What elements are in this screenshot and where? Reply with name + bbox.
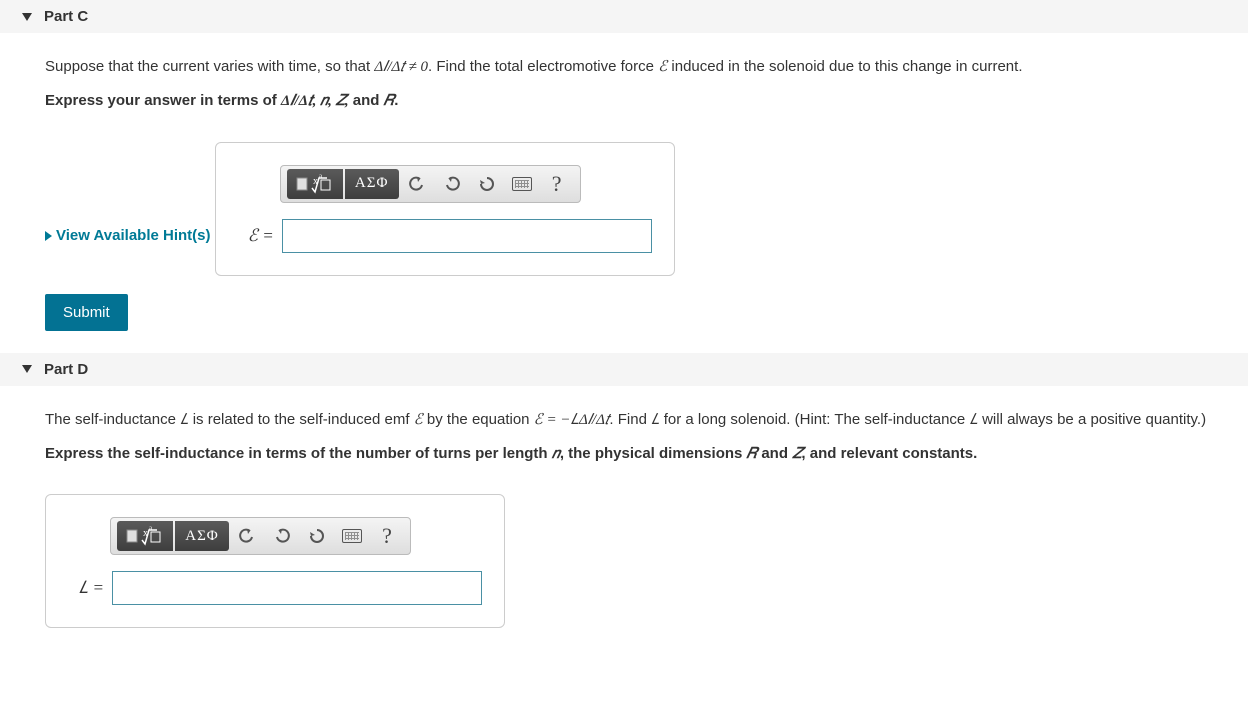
part-d-header[interactable]: Part D xyxy=(0,353,1248,386)
greek-icon: ΑΣΦ xyxy=(355,175,389,192)
answer-input-d[interactable] xyxy=(112,571,482,605)
help-icon: ? xyxy=(552,171,562,197)
keyboard-button[interactable] xyxy=(335,521,369,551)
undo-button[interactable] xyxy=(230,521,264,551)
undo-icon xyxy=(408,175,426,193)
undo-icon xyxy=(238,527,256,545)
part-c-body: Suppose that the current varies with tim… xyxy=(0,33,1248,353)
keyboard-button[interactable] xyxy=(505,169,539,199)
answer-box-d: x a ΑΣΦ ? xyxy=(45,494,505,628)
text: , the physical dimensions xyxy=(560,445,747,462)
part-d-title: Part D xyxy=(44,361,88,378)
answer-label-d: 𝐿 = xyxy=(62,578,104,598)
part-d-body: The self-inductance 𝐿 is related to the … xyxy=(0,386,1248,651)
part-d-prompt: The self-inductance 𝐿 is related to the … xyxy=(45,408,1248,432)
equation-toolbar: x a ΑΣΦ ? xyxy=(280,165,581,203)
answer-box-c: x a ΑΣΦ ? xyxy=(215,142,675,276)
undo-button[interactable] xyxy=(400,169,434,199)
answer-row-d: 𝐿 = xyxy=(62,571,482,605)
text: will always be a positive quantity.) xyxy=(978,411,1206,428)
expand-icon xyxy=(45,231,52,241)
submit-button[interactable]: Submit xyxy=(45,294,128,331)
part-c-title: Part C xyxy=(44,8,88,25)
text: for a long solenoid. (Hint: The self-ind… xyxy=(660,411,970,428)
collapse-icon xyxy=(22,13,32,21)
text: is related to the self-induced emf xyxy=(189,411,414,428)
text: . xyxy=(394,92,398,109)
template-icon: x a xyxy=(295,174,335,194)
math: ℰ xyxy=(658,59,667,75)
greek-button[interactable]: ΑΣΦ xyxy=(345,169,399,199)
equation-toolbar: x a ΑΣΦ ? xyxy=(110,517,411,555)
template-button[interactable]: x a xyxy=(287,169,343,199)
greek-icon: ΑΣΦ xyxy=(185,528,219,545)
help-icon: ? xyxy=(382,523,392,549)
greek-button[interactable]: ΑΣΦ xyxy=(175,521,229,551)
part-c-prompt: Suppose that the current varies with tim… xyxy=(45,55,1248,79)
text: and xyxy=(757,445,792,462)
part-d-express: Express the self-inductance in terms of … xyxy=(45,442,1248,466)
keyboard-icon xyxy=(512,177,532,191)
math: 𝑅 xyxy=(384,93,395,109)
text: The self-inductance xyxy=(45,411,180,428)
collapse-icon xyxy=(22,365,32,373)
text: . Find xyxy=(609,411,651,428)
answer-row-c: ℰ = xyxy=(232,219,652,253)
text: induced in the solenoid due to this chan… xyxy=(667,58,1022,75)
text: Express the self-inductance in terms of … xyxy=(45,445,552,462)
part-c-express: Express your answer in terms of Δ𝐼/Δ𝑡, 𝑛… xyxy=(45,89,1248,113)
math: Δ𝐼/Δ𝑡 ≠ 0 xyxy=(374,59,428,75)
reset-icon xyxy=(308,527,326,545)
view-hints-link[interactable]: View Available Hint(s) xyxy=(45,227,211,244)
reset-button[interactable] xyxy=(470,169,504,199)
reset-button[interactable] xyxy=(300,521,334,551)
redo-button[interactable] xyxy=(435,169,469,199)
reset-icon xyxy=(478,175,496,193)
hints-label: View Available Hint(s) xyxy=(56,227,211,244)
math: 𝑛 xyxy=(552,446,560,462)
text: and xyxy=(349,92,384,109)
keyboard-icon xyxy=(342,529,362,543)
svg-text:a: a xyxy=(319,174,323,180)
svg-text:a: a xyxy=(149,526,153,532)
answer-label-c: ℰ = xyxy=(232,226,274,246)
redo-icon xyxy=(273,527,291,545)
redo-icon xyxy=(443,175,461,193)
math: 𝐿 xyxy=(969,412,977,428)
math: 𝑅 xyxy=(747,446,758,462)
help-button[interactable]: ? xyxy=(370,521,404,551)
text: . Find the total electromotive force xyxy=(428,58,658,75)
text: Express your answer in terms of xyxy=(45,92,281,109)
answer-input-c[interactable] xyxy=(282,219,652,253)
redo-button[interactable] xyxy=(265,521,299,551)
template-button[interactable]: x a xyxy=(117,521,173,551)
math: Δ𝐼/Δ𝑡, 𝑛, 𝑍, xyxy=(281,93,349,109)
text: by the equation xyxy=(423,411,534,428)
text: Suppose that the current varies with tim… xyxy=(45,58,374,75)
math: 𝐿 xyxy=(180,412,188,428)
part-c-header[interactable]: Part C xyxy=(0,0,1248,33)
math: 𝐿 xyxy=(651,412,659,428)
math: ℰ xyxy=(414,412,423,428)
math: ℰ = −𝐿Δ𝐼/Δ𝑡 xyxy=(534,412,610,428)
template-icon: x a xyxy=(125,526,165,546)
text: , and relevant constants. xyxy=(801,445,977,462)
help-button[interactable]: ? xyxy=(540,169,574,199)
